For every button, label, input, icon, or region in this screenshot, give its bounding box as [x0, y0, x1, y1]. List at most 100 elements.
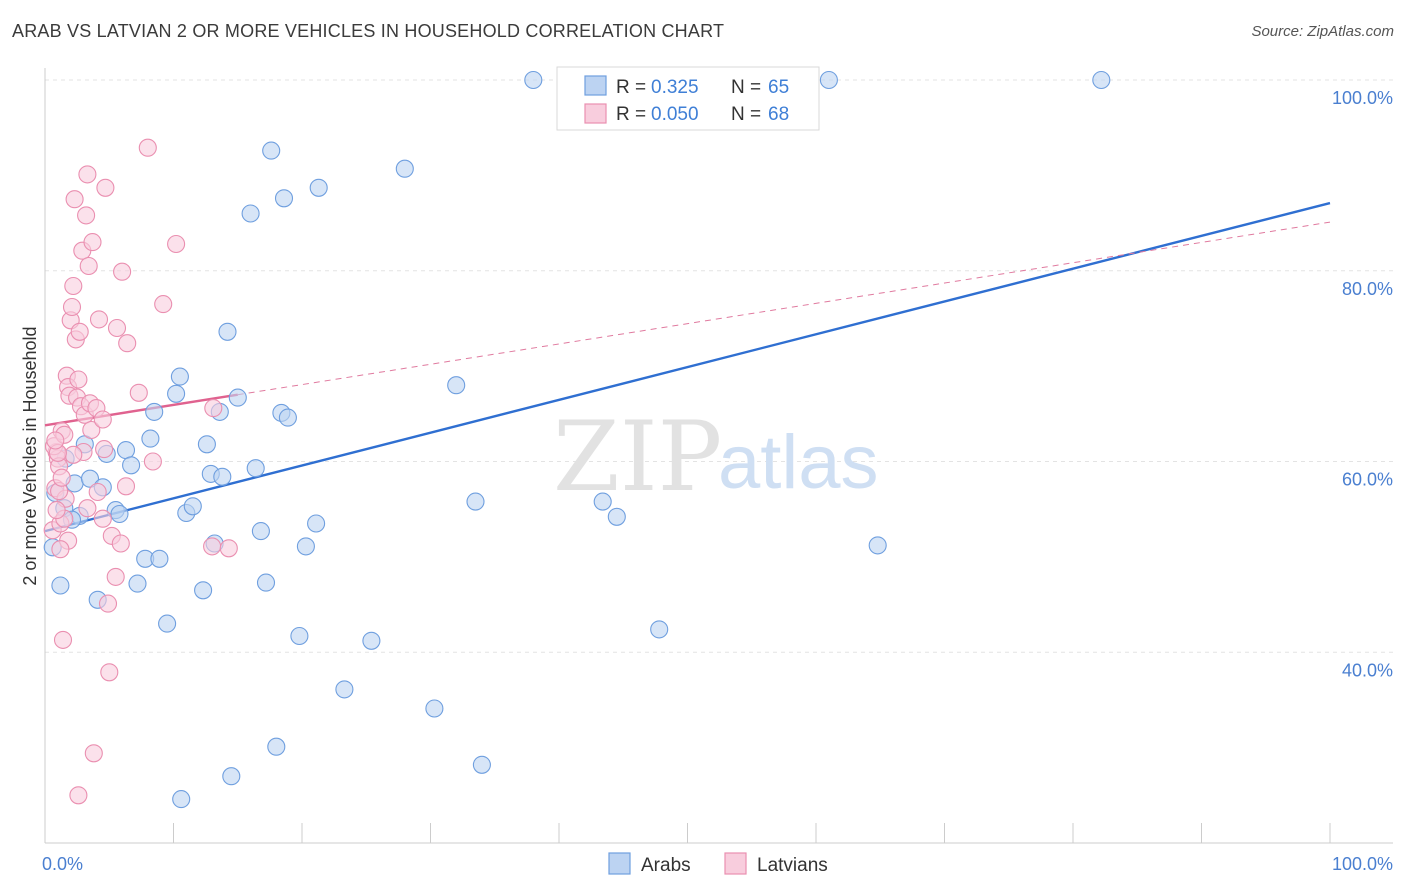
- point-latvians-48: [138, 138, 157, 157]
- point-arabs-44: [296, 537, 315, 556]
- point-arabs-14: [128, 574, 147, 593]
- y-tick-label-80: 80.0%: [1342, 279, 1393, 299]
- grid-lines: [45, 79, 1393, 653]
- chart-title: ARAB VS LATVIAN 2 OR MORE VEHICLES IN HO…: [12, 21, 725, 41]
- point-latvians-51: [167, 234, 186, 254]
- point-arabs-22: [172, 790, 191, 809]
- point-latvians-27: [79, 256, 98, 276]
- point-arabs-39: [267, 737, 286, 756]
- data-points: [43, 70, 1111, 809]
- point-latvians-67: [51, 540, 70, 559]
- point-arabs-19: [158, 614, 177, 633]
- point-latvians-34: [89, 310, 109, 329]
- point-arabs-46: [309, 178, 328, 197]
- point-latvians-38: [98, 594, 118, 613]
- point-latvians-66: [69, 370, 88, 389]
- point-latvians-46: [118, 334, 137, 353]
- point-latvians-61: [78, 499, 97, 518]
- point-arabs-33: [228, 388, 247, 407]
- y-tick-labels: 40.0% 60.0% 80.0% 100.0%: [1332, 88, 1393, 680]
- point-arabs-24: [183, 497, 202, 516]
- point-latvians-62: [93, 509, 112, 528]
- point-arabs-47: [335, 680, 354, 699]
- axes: [44, 68, 1393, 844]
- bottom-legend: Arabs Latvians: [608, 852, 828, 876]
- legend-r-value-arabs: 0.325: [651, 77, 699, 98]
- point-latvians-41: [106, 567, 125, 586]
- point-latvians-39: [100, 663, 119, 682]
- watermark-zip: ZIP: [553, 401, 722, 513]
- y-tick-label-60: 60.0%: [1342, 470, 1393, 490]
- watermark-atlas: atlas: [718, 420, 879, 505]
- point-arabs-30: [213, 467, 232, 486]
- point-latvians-60: [64, 445, 83, 464]
- point-arabs-59: [819, 70, 838, 90]
- point-arabs-12: [116, 441, 136, 460]
- point-latvians-53: [204, 399, 223, 418]
- point-latvians-35: [93, 410, 112, 429]
- trend-line-latvians: [44, 393, 238, 427]
- point-latvians-50: [154, 295, 173, 314]
- point-arabs-61: [1092, 70, 1111, 90]
- point-arabs-38: [262, 141, 281, 160]
- point-latvians-15: [64, 276, 83, 296]
- point-arabs-48: [362, 631, 381, 650]
- bottom-legend-label-latvians: Latvians: [757, 855, 828, 876]
- legend-n-label-arabs: N =: [731, 77, 761, 98]
- legend-swatch-arabs: [584, 75, 607, 96]
- point-latvians-42: [107, 318, 127, 338]
- point-arabs-35: [246, 459, 265, 478]
- trend-line-latvians-dashed: [237, 221, 1331, 396]
- point-arabs-42: [278, 408, 297, 427]
- point-arabs-43: [290, 626, 309, 646]
- point-arabs-54: [524, 70, 543, 90]
- point-arabs-6: [80, 469, 100, 488]
- point-arabs-52: [466, 492, 485, 511]
- point-latvians-37: [96, 178, 115, 197]
- point-latvians-57: [47, 501, 66, 520]
- bottom-legend-swatch-arabs: [608, 852, 631, 875]
- bottom-legend-swatch-latvians: [724, 852, 747, 875]
- point-arabs-21: [170, 367, 189, 386]
- point-latvians-65: [46, 431, 65, 450]
- point-latvians-58: [52, 468, 71, 487]
- point-latvians-31: [84, 744, 103, 763]
- point-arabs-53: [472, 755, 491, 774]
- point-arabs-25: [194, 581, 213, 600]
- stats-legend: R = 0.325 N = 65 R = 0.050 N = 68: [556, 66, 820, 131]
- point-arabs-13: [122, 456, 141, 475]
- source-label: Source: ZipAtlas.com: [1251, 23, 1394, 40]
- point-arabs-41: [274, 189, 294, 208]
- point-latvians-52: [203, 537, 222, 556]
- y-tick-label-100: 100.0%: [1332, 88, 1393, 108]
- point-arabs-49: [395, 159, 414, 178]
- x-tick-label-right: 100.0%: [1332, 854, 1393, 874]
- y-axis-label: 2 or more Vehicles in Household: [20, 326, 40, 585]
- point-latvians-44: [113, 262, 132, 281]
- point-latvians-7: [53, 630, 73, 649]
- point-latvians-16: [65, 190, 84, 209]
- point-arabs-50: [425, 699, 444, 718]
- point-latvians-26: [78, 165, 97, 184]
- point-arabs-60: [868, 536, 887, 555]
- point-arabs-55: [593, 492, 612, 511]
- legend-n-label-latvians: N =: [731, 104, 761, 125]
- legend-n-value-arabs: 65: [768, 77, 789, 98]
- point-arabs-51: [447, 376, 466, 395]
- point-latvians-14: [62, 297, 82, 317]
- point-arabs-11: [110, 504, 129, 524]
- point-arabs-18: [150, 549, 169, 568]
- legend-swatch-latvians: [584, 103, 607, 124]
- legend-r-label-arabs: R =: [616, 77, 646, 98]
- point-latvians-49: [143, 452, 162, 471]
- point-arabs-34: [241, 204, 260, 223]
- point-latvians-54: [219, 539, 238, 558]
- point-arabs-31: [218, 322, 237, 341]
- point-arabs-26: [197, 435, 216, 454]
- point-latvians-33: [88, 482, 107, 502]
- point-arabs-20: [167, 384, 186, 403]
- point-latvians-30: [83, 233, 102, 252]
- point-arabs-16: [141, 429, 160, 448]
- point-latvians-20: [70, 322, 89, 341]
